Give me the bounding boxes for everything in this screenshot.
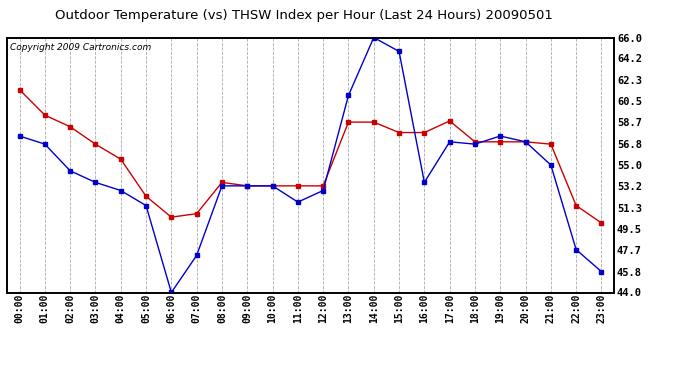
Text: Outdoor Temperature (vs) THSW Index per Hour (Last 24 Hours) 20090501: Outdoor Temperature (vs) THSW Index per … [55, 9, 553, 22]
Text: Copyright 2009 Cartronics.com: Copyright 2009 Cartronics.com [10, 43, 151, 52]
